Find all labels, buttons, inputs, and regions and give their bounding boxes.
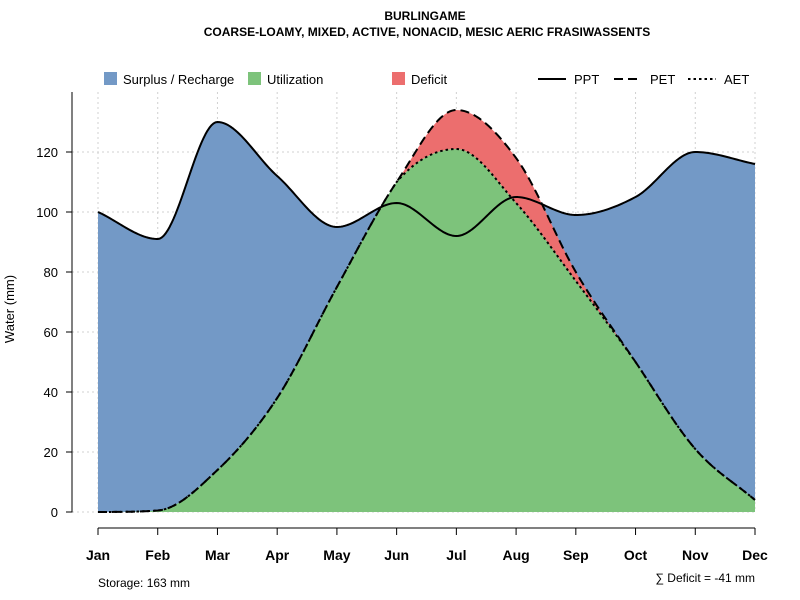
deficit-total-label: ∑ Deficit = -41 mm — [655, 571, 755, 585]
x-tick-label-aug: Aug — [502, 547, 529, 563]
y-tick-label-80: 80 — [44, 265, 58, 280]
x-tick-label-may: May — [323, 547, 350, 563]
x-tick-label-apr: Apr — [265, 547, 290, 563]
legend-label-surplus-recharge: Surplus / Recharge — [123, 72, 234, 87]
legend-swatch-deficit — [392, 72, 405, 85]
x-tick-label-nov: Nov — [682, 547, 709, 563]
x-tick-label-jul: Jul — [446, 547, 466, 563]
y-tick-label-20: 20 — [44, 445, 58, 460]
x-tick-label-mar: Mar — [205, 547, 230, 563]
y-axis-label: Water (mm) — [2, 275, 17, 343]
legend-swatch-utilization — [248, 72, 261, 85]
legend-label-ppt: PPT — [574, 72, 599, 87]
y-tick-label-100: 100 — [36, 205, 58, 220]
y-tick-label-40: 40 — [44, 385, 58, 400]
legend-label-deficit: Deficit — [411, 72, 448, 87]
series-lines — [97, 109, 756, 513]
legend-label-aet: AET — [724, 72, 749, 87]
x-tick-label-jan: Jan — [86, 547, 110, 563]
x-tick-label-sep: Sep — [563, 547, 589, 563]
legend-label-pet: PET — [650, 72, 675, 87]
y-tick-label-0: 0 — [51, 505, 58, 520]
area-fills — [98, 110, 755, 512]
axes: 0 20 40 60 80 100 120 Jan Feb Mar Apr May Jun Jul Aug S… — [36, 92, 768, 563]
x-tick-label-feb: Feb — [145, 547, 170, 563]
x-tick-label-dec: Dec — [742, 547, 768, 563]
line-ppt — [97, 121, 756, 240]
y-tick-label-120: 120 — [36, 145, 58, 160]
chart-title: BURLINGAME — [384, 9, 465, 23]
legend: Surplus / Recharge Utilization Deficit PPT P… — [104, 72, 749, 87]
storage-label: Storage: 163 mm — [98, 576, 190, 590]
chart-subtitle: COARSE-LOAMY, MIXED, ACTIVE, NONACID, ME… — [204, 25, 650, 39]
x-tick-label-jun: Jun — [384, 547, 409, 563]
legend-label-utilization: Utilization — [267, 72, 323, 87]
legend-swatch-surplus-recharge — [104, 72, 117, 85]
y-tick-label-60: 60 — [44, 325, 58, 340]
x-tick-label-oct: Oct — [624, 547, 648, 563]
line-aet — [97, 148, 756, 513]
utilization-area — [98, 149, 755, 512]
